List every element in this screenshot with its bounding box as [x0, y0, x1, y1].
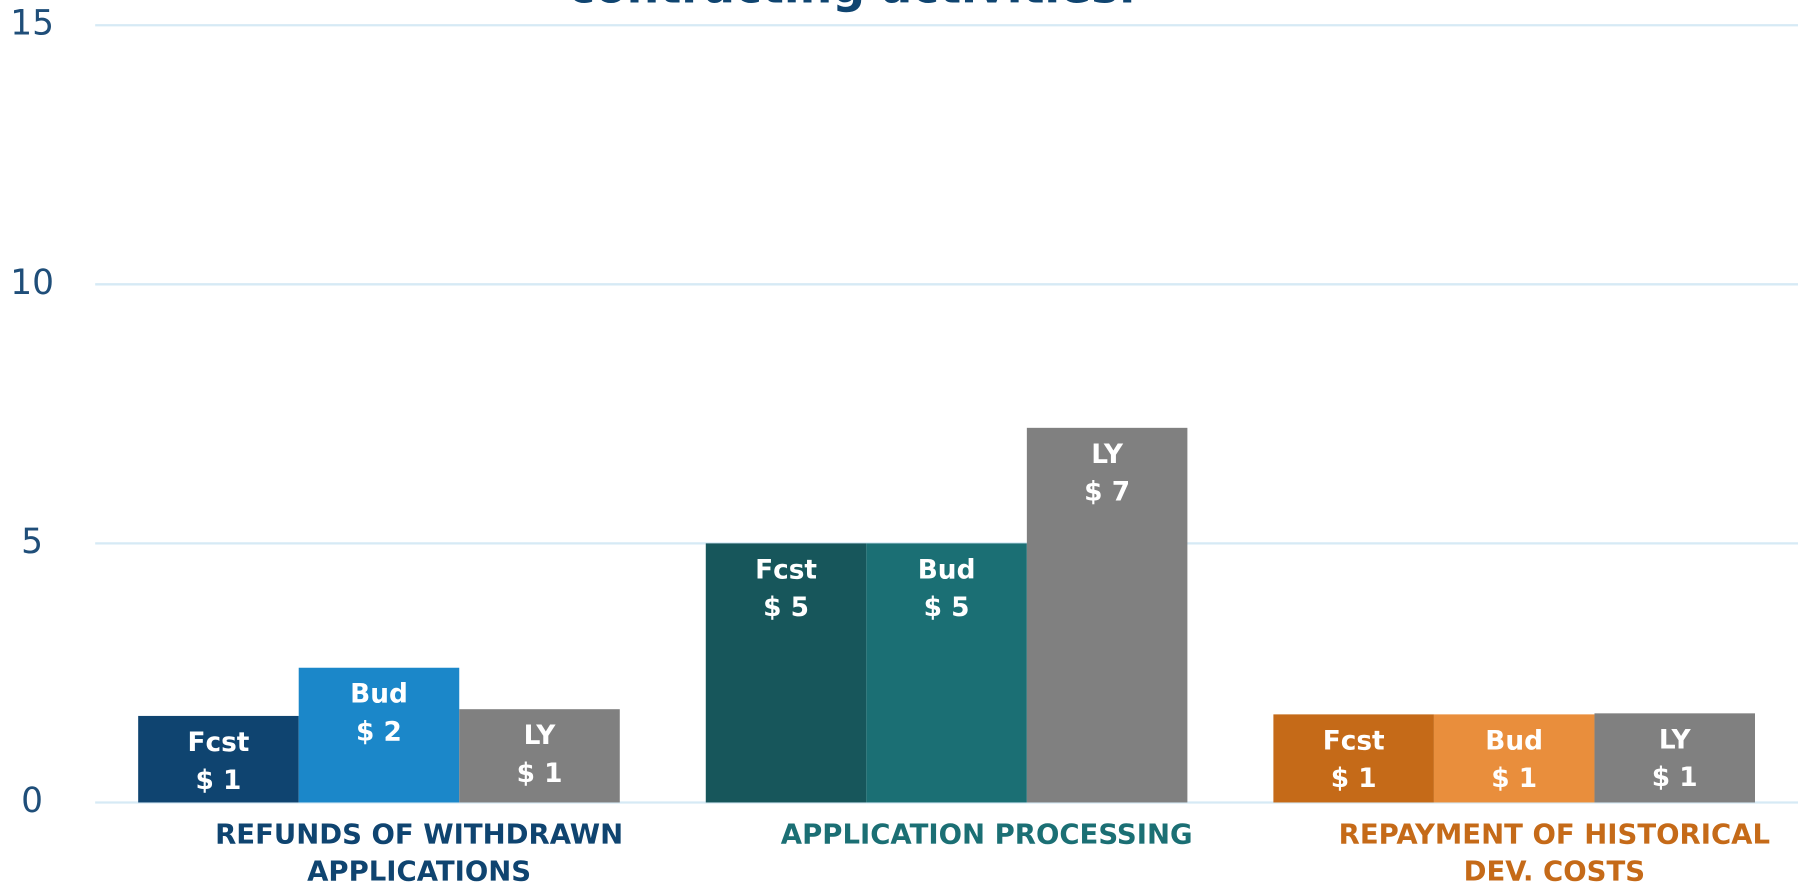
- bar: [459, 709, 620, 803]
- bar: [1433, 714, 1595, 803]
- series-label: LY: [1091, 440, 1124, 470]
- category-label-box: REPAYMENT OF HISTORICAL DEV. COSTS: [1338, 818, 1770, 885]
- data-label: $ 2: [356, 718, 402, 748]
- chart-title: contracting activities.: [568, 0, 1136, 13]
- data-label: $ 5: [763, 593, 809, 623]
- y-tick-label: 0: [21, 781, 43, 821]
- y-tick-label: 10: [10, 263, 54, 303]
- bar: [866, 543, 1027, 803]
- data-label: $ 5: [924, 593, 970, 623]
- series-label: Fcst: [187, 728, 249, 758]
- bar: [1273, 714, 1434, 803]
- category-label-box: REFUNDS OF WITHDRAWN APPLICATIONS: [215, 818, 624, 885]
- series-label: LY: [524, 721, 557, 751]
- y-tick-label: 5: [21, 522, 43, 562]
- series-label: Fcst: [1323, 726, 1385, 756]
- y-tick-label: 15: [10, 4, 54, 44]
- series-label: Bud: [1485, 726, 1543, 756]
- bar: [1594, 713, 1755, 803]
- data-label: $ 1: [196, 766, 242, 796]
- data-label: $ 1: [1652, 763, 1698, 793]
- bar: [138, 715, 299, 803]
- x-tick-label: REPAYMENT OF HISTORICAL DEV. COSTS: [1338, 818, 1770, 885]
- bar: [705, 543, 867, 803]
- data-label: $ 1: [1331, 764, 1377, 794]
- category-label-box: APPLICATION PROCESSING: [780, 818, 1193, 851]
- bar: [298, 667, 460, 803]
- series-label: Bud: [350, 680, 408, 710]
- series-label: Fcst: [755, 555, 817, 585]
- x-tick-label: REFUNDS OF WITHDRAWN APPLICATIONS: [215, 818, 624, 885]
- bar: [1026, 427, 1188, 803]
- data-label: $ 7: [1084, 478, 1130, 508]
- series-label: Bud: [918, 555, 976, 585]
- series-label: LY: [1659, 725, 1692, 755]
- data-label: $ 1: [517, 759, 563, 789]
- x-tick-label: APPLICATION PROCESSING: [780, 818, 1193, 851]
- data-label: $ 1: [1491, 764, 1537, 794]
